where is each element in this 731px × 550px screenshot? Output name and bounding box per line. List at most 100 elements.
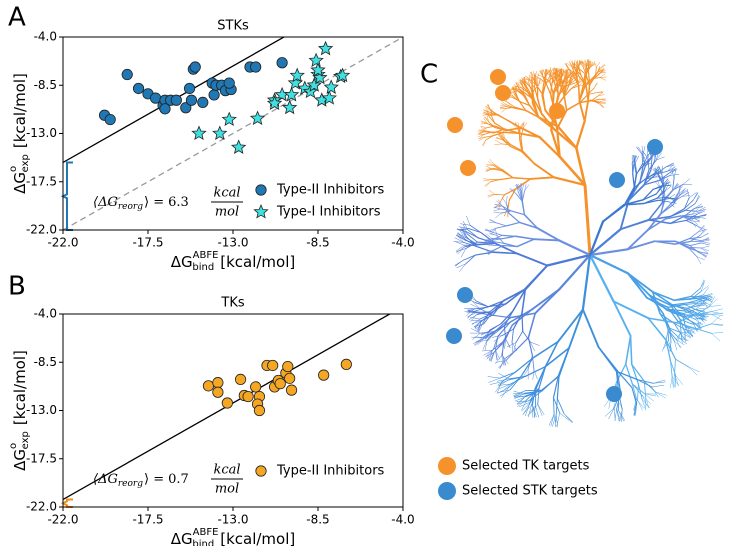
tree-branch xyxy=(525,266,547,290)
tree-branch xyxy=(502,197,506,203)
tree-branch xyxy=(517,239,534,246)
tree-branch xyxy=(609,408,615,419)
tree-branch xyxy=(614,301,631,336)
tree-branch xyxy=(615,409,617,421)
point xyxy=(267,360,277,370)
tree-branch xyxy=(631,336,632,364)
stk-target xyxy=(446,328,462,344)
tree-branch xyxy=(652,385,664,387)
tree-branch xyxy=(633,163,634,174)
x-tick-label: -4.0 xyxy=(391,513,414,527)
annotation-lhs: ⟨ΔG xyxy=(93,195,118,210)
legend-label: Type-II Inhibitors xyxy=(276,183,385,198)
tk-target xyxy=(490,69,506,85)
tree-branch xyxy=(489,114,497,115)
tree-branch xyxy=(490,159,495,164)
tk-target xyxy=(549,103,565,119)
tree-branch xyxy=(494,209,501,211)
panel-label: B xyxy=(8,272,26,302)
tree-branch xyxy=(656,392,667,395)
y-tick-label: -4.0 xyxy=(34,307,57,321)
tree-branch xyxy=(496,226,506,228)
point xyxy=(310,54,323,67)
y-tick-label: -22.0 xyxy=(26,500,57,514)
tree-branch xyxy=(662,166,663,175)
tree-branch xyxy=(670,376,672,387)
tree-branch xyxy=(579,86,580,101)
tree-branch xyxy=(512,329,513,342)
x-tick-label: -17.5 xyxy=(132,513,163,527)
tree-branch xyxy=(643,189,653,199)
stk-target xyxy=(457,287,473,303)
tree-branch xyxy=(513,178,530,179)
point xyxy=(277,58,287,68)
legend-label: Selected STK targets xyxy=(462,484,598,499)
y-tick-label: -17.5 xyxy=(26,451,57,465)
reorg-bracket xyxy=(63,499,73,507)
tree-branch xyxy=(553,398,554,414)
tree-branch xyxy=(600,78,606,81)
tree-branch xyxy=(489,190,495,194)
point xyxy=(105,114,115,124)
annotation-value: 0.7 xyxy=(168,472,189,487)
tree-branch xyxy=(648,318,676,323)
tree-branch xyxy=(626,336,631,364)
tree-branch xyxy=(492,300,504,313)
point xyxy=(184,83,194,93)
tree-branch xyxy=(533,369,534,379)
point xyxy=(325,80,338,93)
tree-branch xyxy=(621,220,649,229)
label-unit: [kcal/mol] xyxy=(220,530,295,547)
tree-branch xyxy=(500,107,506,108)
tree-branch xyxy=(684,200,693,208)
y-tick-label: -17.5 xyxy=(26,174,57,188)
point xyxy=(318,370,328,380)
annotation-eq: ⟩ = xyxy=(144,472,164,487)
tree-branch xyxy=(494,246,503,251)
tree-branch xyxy=(586,85,588,100)
label-base: ΔG xyxy=(171,530,193,547)
point xyxy=(285,88,298,101)
point xyxy=(186,95,196,105)
tree-branch xyxy=(594,83,598,88)
tree-branch xyxy=(556,398,557,414)
x-tick-label: -8.5 xyxy=(306,236,329,250)
tree-branch xyxy=(564,414,573,423)
legend-marker xyxy=(438,482,456,500)
point xyxy=(250,62,260,72)
point xyxy=(209,90,219,100)
annotation-eq: ⟩ = xyxy=(144,195,164,210)
tree-branch xyxy=(515,358,532,372)
legend-marker xyxy=(256,185,266,195)
tree-branch xyxy=(511,211,524,215)
y-tick-label: -4.0 xyxy=(34,30,57,44)
tree-branch xyxy=(637,164,642,173)
tree-branch xyxy=(637,380,653,384)
point xyxy=(171,95,181,105)
tree-branch xyxy=(569,310,583,348)
tree-branch xyxy=(516,331,523,342)
tree-branch xyxy=(557,398,564,413)
tree-branch xyxy=(637,147,642,154)
tree-branch xyxy=(585,101,589,122)
annotation-num: kcal xyxy=(213,463,240,478)
tree-branch xyxy=(683,179,690,185)
label-sub: bind xyxy=(192,262,214,273)
label-sub: exp xyxy=(20,431,31,449)
x-tick-label: -8.5 xyxy=(306,513,329,527)
point xyxy=(160,104,170,114)
point xyxy=(284,373,294,383)
tree-branch xyxy=(689,367,697,375)
reorg-bracket xyxy=(63,162,73,230)
tree-branch xyxy=(599,100,605,102)
tree-branch xyxy=(547,255,590,266)
point xyxy=(235,374,245,384)
tree-branch xyxy=(603,205,624,221)
tree-branch xyxy=(599,347,617,371)
tree-branch xyxy=(517,253,547,265)
point xyxy=(286,385,296,395)
tree-branch xyxy=(594,61,596,67)
annotation-num: kcal xyxy=(213,186,240,201)
